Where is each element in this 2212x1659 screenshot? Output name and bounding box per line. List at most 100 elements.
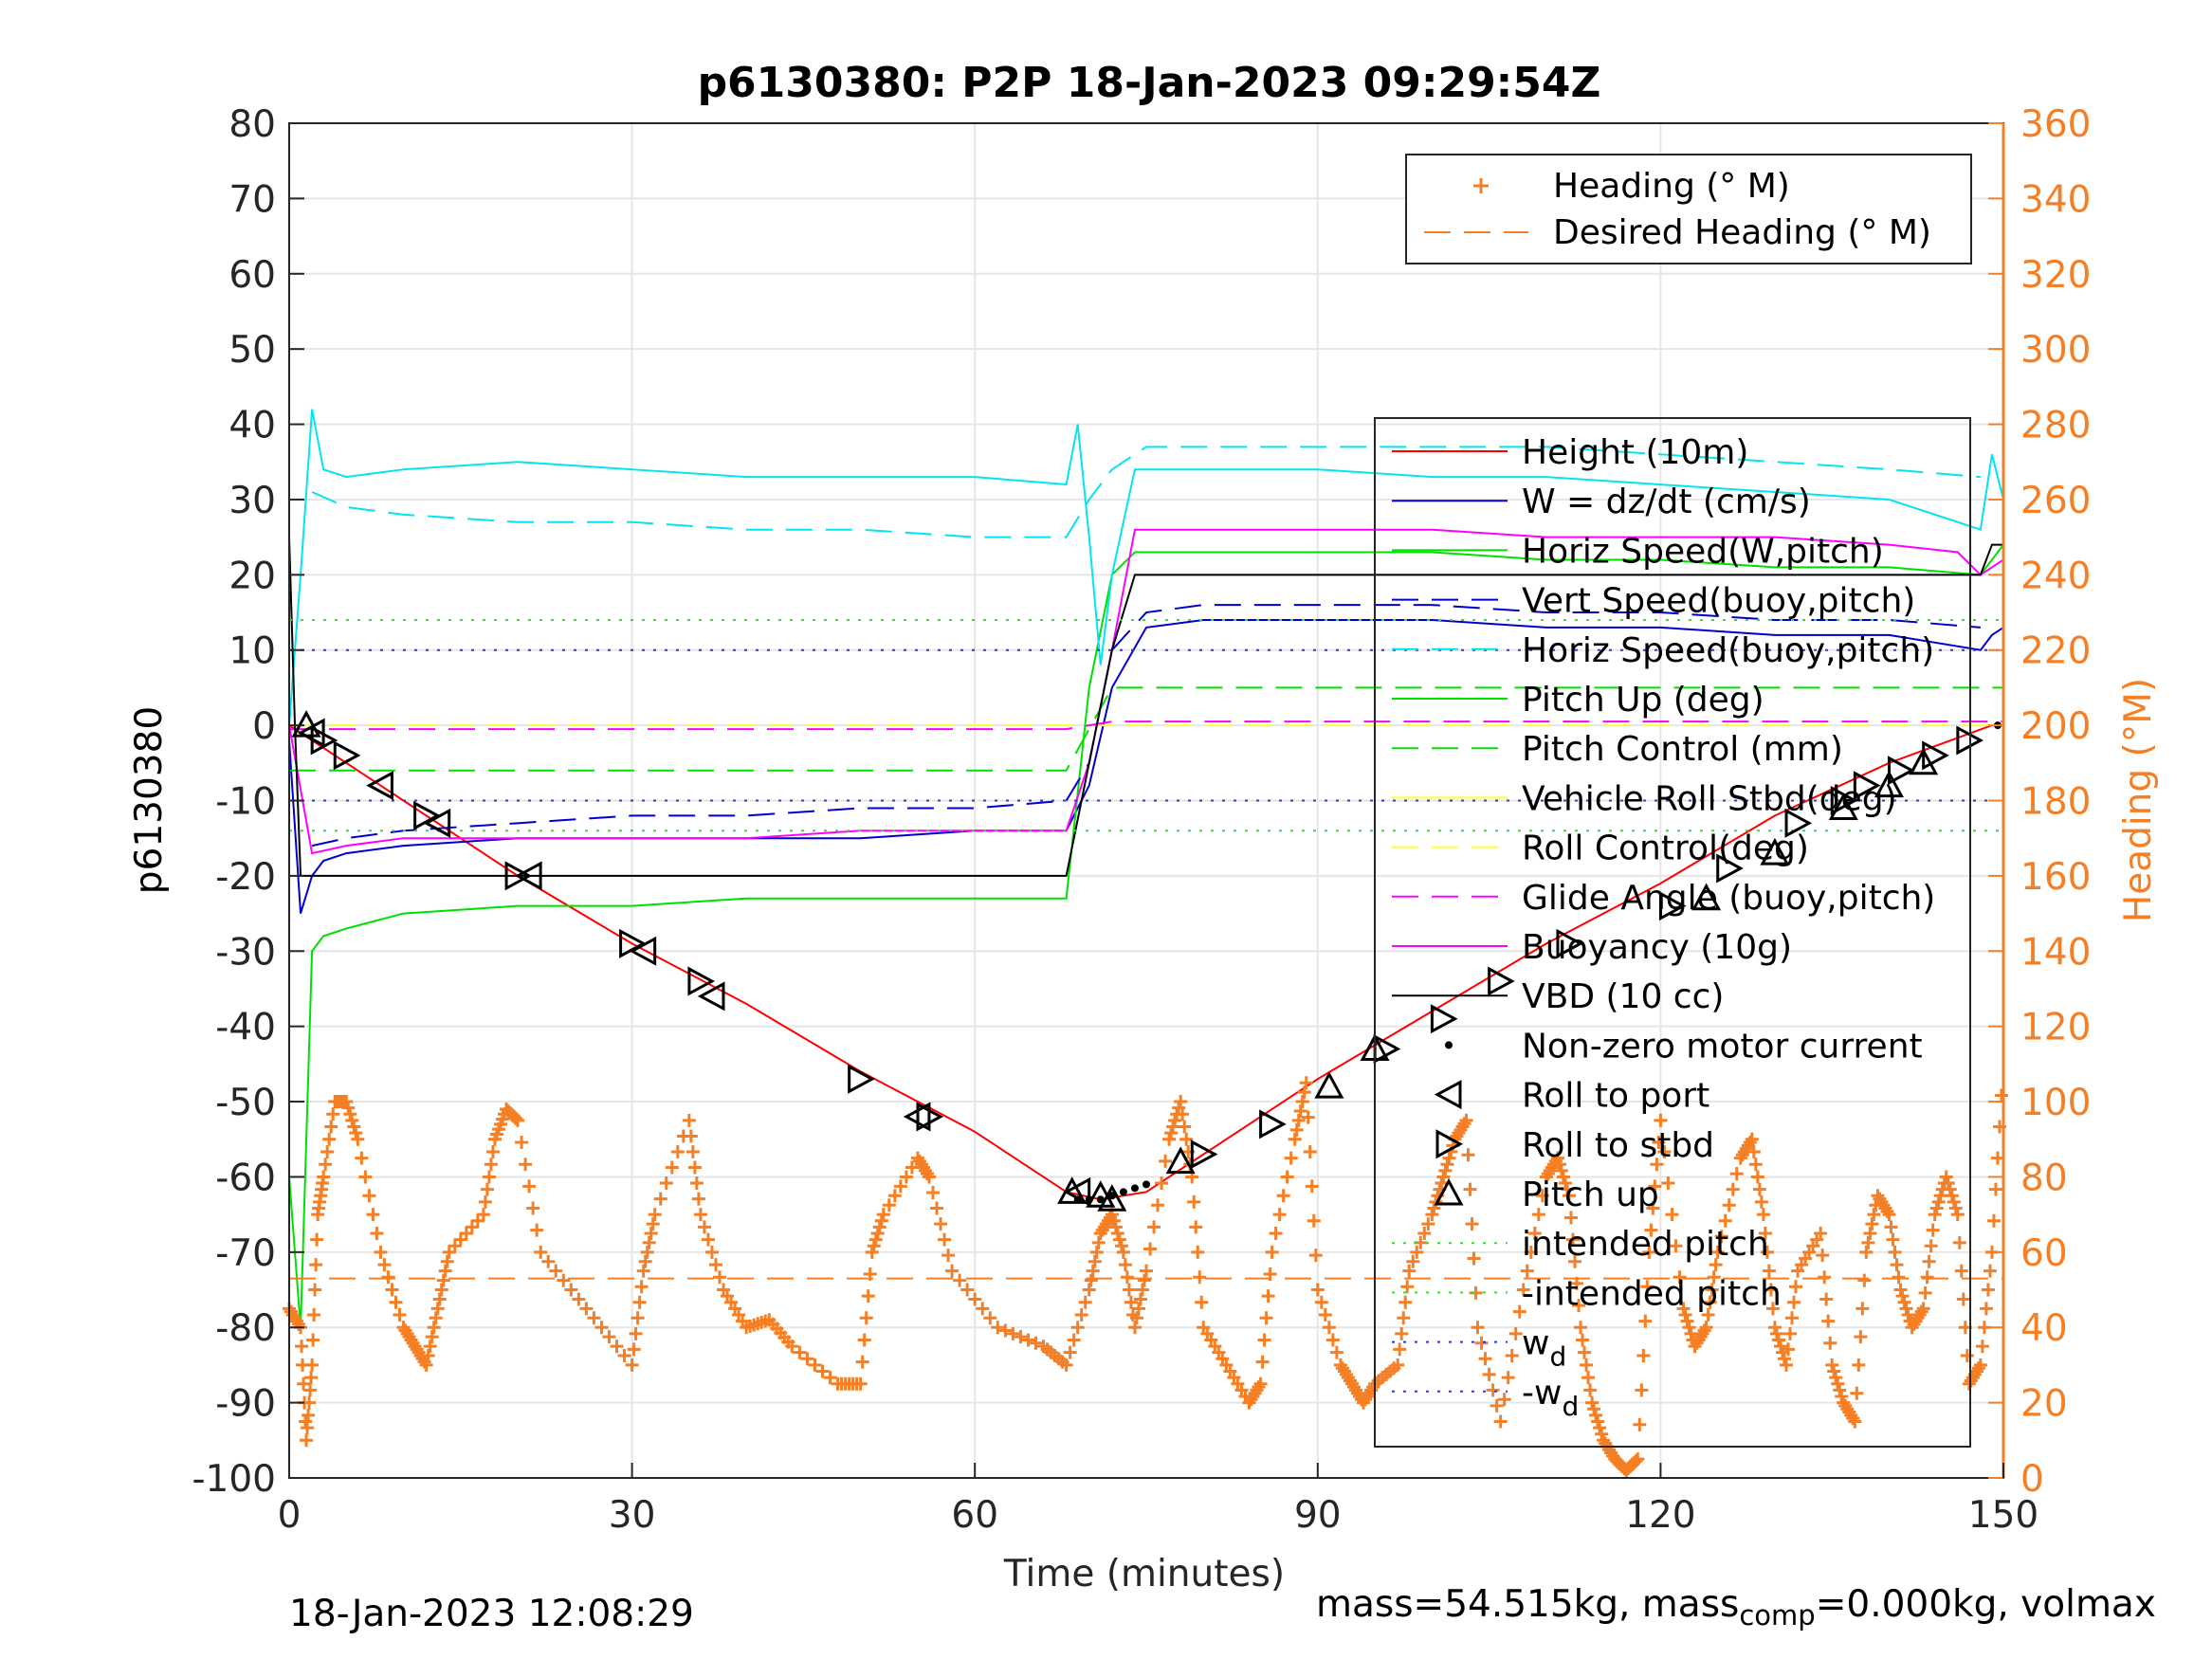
heading-marker (1178, 1120, 1192, 1134)
y-tick-label: -30 (215, 931, 276, 974)
heading-marker (1174, 1095, 1188, 1109)
heading-marker (1705, 1283, 1719, 1297)
heading-marker (646, 1217, 660, 1231)
heading-marker (1329, 1345, 1344, 1359)
heading-marker (1438, 1163, 1453, 1177)
heading-marker (1550, 1151, 1564, 1165)
series-line (288, 537, 2003, 877)
heading-marker (1644, 1223, 1658, 1237)
heading-marker (693, 1208, 707, 1222)
heading-marker (945, 1264, 960, 1278)
heading-marker (1308, 1249, 1323, 1263)
heading-marker (859, 1311, 873, 1325)
y-tick-label: -60 (215, 1157, 276, 1199)
heading-marker (1825, 1358, 1839, 1372)
heading-marker (1642, 1245, 1656, 1259)
heading-marker (1726, 1182, 1740, 1196)
heading-marker (882, 1198, 896, 1212)
y-tick-label: -40 (215, 1007, 276, 1049)
heading-marker (983, 1311, 997, 1325)
heading-marker (1785, 1311, 1800, 1325)
heading-marker (1397, 1311, 1411, 1325)
y-axis: 80 70 60 50 40 30 20 10 0 -10 -20 -30 -40 -50 -60 -70 -8… (192, 103, 304, 1501)
heading-marker (1648, 1179, 1662, 1194)
heading-marker (1143, 1242, 1158, 1256)
heading-marker (1823, 1336, 1837, 1350)
heading-marker (1676, 1302, 1691, 1316)
y2-tick-label: 20 (2020, 1383, 2068, 1426)
heading-marker (1554, 1163, 1568, 1177)
heading-marker (429, 1311, 443, 1325)
heading-marker (1436, 1170, 1451, 1184)
series-line (288, 409, 2004, 726)
heading-marker (423, 1340, 437, 1354)
heading-marker (1059, 1358, 1073, 1372)
heading-marker (1440, 1158, 1454, 1172)
footer-mass-text-2: =0.000kg, volmax (1815, 1583, 2156, 1626)
motor-current-dot (1073, 1195, 1082, 1204)
roll-to-stbd-marker (619, 928, 647, 958)
heading-marker (701, 1232, 715, 1247)
heading-marker (1947, 1194, 1961, 1209)
legend-marker (1434, 1080, 1462, 1110)
heading-marker (1325, 1333, 1340, 1347)
roll-to-stbd-marker (848, 1064, 875, 1094)
heading-marker (638, 1254, 652, 1268)
heading-marker (436, 1273, 450, 1287)
heading-marker (632, 1295, 647, 1309)
heading-marker (1718, 1213, 1732, 1228)
roll-to-stbd-marker (687, 966, 716, 996)
heading-marker (438, 1264, 452, 1278)
heading-marker (1701, 1307, 1715, 1322)
heading-marker (1789, 1280, 1803, 1294)
heading-marker (1512, 1304, 1526, 1319)
heading-marker (534, 1245, 548, 1259)
y-tick-label: -50 (215, 1082, 276, 1124)
heading-marker (1112, 1232, 1126, 1247)
heading-marker (1928, 1208, 1942, 1222)
heading-marker (905, 1160, 919, 1175)
heading-marker (1314, 1295, 1328, 1309)
heading-marker (324, 1120, 338, 1134)
heading-marker (1629, 1454, 1643, 1468)
heading-marker (1088, 1254, 1102, 1268)
heading-marker (355, 1151, 369, 1165)
heading-marker (306, 1333, 320, 1347)
heading-marker (1395, 1326, 1409, 1340)
heading-marker (922, 1170, 936, 1184)
series-line (311, 446, 1981, 538)
heading-marker (1756, 1208, 1770, 1222)
roll-to-stbd-marker (1956, 725, 1983, 756)
heading-marker (480, 1182, 494, 1196)
heading-marker (1124, 1295, 1138, 1309)
heading-marker (1393, 1342, 1407, 1357)
heading-marker (1652, 1136, 1666, 1150)
heading-marker (1589, 1408, 1603, 1422)
y2-tick-label: 80 (2020, 1157, 2068, 1199)
heading-marker (941, 1249, 956, 1263)
heading-marker (627, 1342, 641, 1357)
heading-marker (300, 1433, 314, 1448)
y-tick-label: -100 (192, 1458, 276, 1501)
heading-marker (587, 1311, 601, 1325)
heading-marker (631, 1311, 645, 1325)
heading-marker (1814, 1226, 1828, 1240)
heading-marker (366, 1208, 380, 1222)
heading-marker (1657, 1144, 1672, 1158)
heading-marker (1118, 1258, 1132, 1272)
series-line (289, 686, 2003, 772)
heading-marker (1257, 1333, 1271, 1347)
heading-marker (594, 1321, 609, 1335)
heading-marker (1562, 1189, 1576, 1203)
heading-marker (998, 1323, 1013, 1338)
event-markers (291, 709, 2002, 1212)
heading-marker (1078, 1295, 1092, 1309)
heading-marker (1280, 1170, 1294, 1184)
heading-marker (1140, 1264, 1153, 1278)
heading-marker (684, 1129, 698, 1143)
roll-to-stbd-marker (1784, 808, 1813, 838)
heading-marker (1783, 1326, 1797, 1340)
heading-marker (297, 1376, 311, 1391)
heading-marker (1474, 1336, 1489, 1350)
